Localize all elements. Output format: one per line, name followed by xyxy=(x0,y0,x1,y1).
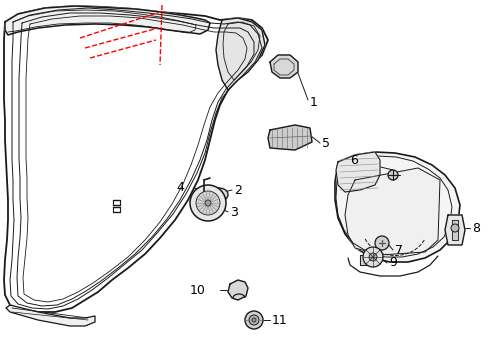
Text: 1: 1 xyxy=(309,95,317,108)
Polygon shape xyxy=(335,152,379,192)
Polygon shape xyxy=(6,305,95,326)
Circle shape xyxy=(248,315,259,325)
Ellipse shape xyxy=(207,188,227,202)
Text: 4: 4 xyxy=(176,180,183,194)
Circle shape xyxy=(244,311,263,329)
Text: 10: 10 xyxy=(190,284,205,297)
Text: 7: 7 xyxy=(394,243,402,256)
Circle shape xyxy=(204,200,210,206)
Text: 6: 6 xyxy=(349,153,357,166)
Polygon shape xyxy=(451,220,457,240)
Polygon shape xyxy=(369,255,377,265)
Circle shape xyxy=(190,185,225,221)
Polygon shape xyxy=(359,255,367,265)
Polygon shape xyxy=(216,18,264,90)
Circle shape xyxy=(196,191,220,215)
Polygon shape xyxy=(334,152,459,262)
Polygon shape xyxy=(227,280,247,300)
Text: 3: 3 xyxy=(229,206,237,219)
Text: 9: 9 xyxy=(388,256,396,270)
Polygon shape xyxy=(345,168,439,255)
Text: 5: 5 xyxy=(321,136,329,149)
Circle shape xyxy=(368,253,376,261)
Circle shape xyxy=(387,170,397,180)
Circle shape xyxy=(362,247,382,267)
Polygon shape xyxy=(4,6,267,312)
Text: 2: 2 xyxy=(234,184,242,197)
Circle shape xyxy=(374,236,388,250)
Polygon shape xyxy=(444,215,464,245)
Text: 11: 11 xyxy=(271,314,287,327)
Polygon shape xyxy=(267,125,311,150)
Text: 8: 8 xyxy=(471,221,479,234)
Circle shape xyxy=(450,224,458,232)
Circle shape xyxy=(251,318,256,322)
Polygon shape xyxy=(5,6,209,35)
Polygon shape xyxy=(269,55,297,78)
